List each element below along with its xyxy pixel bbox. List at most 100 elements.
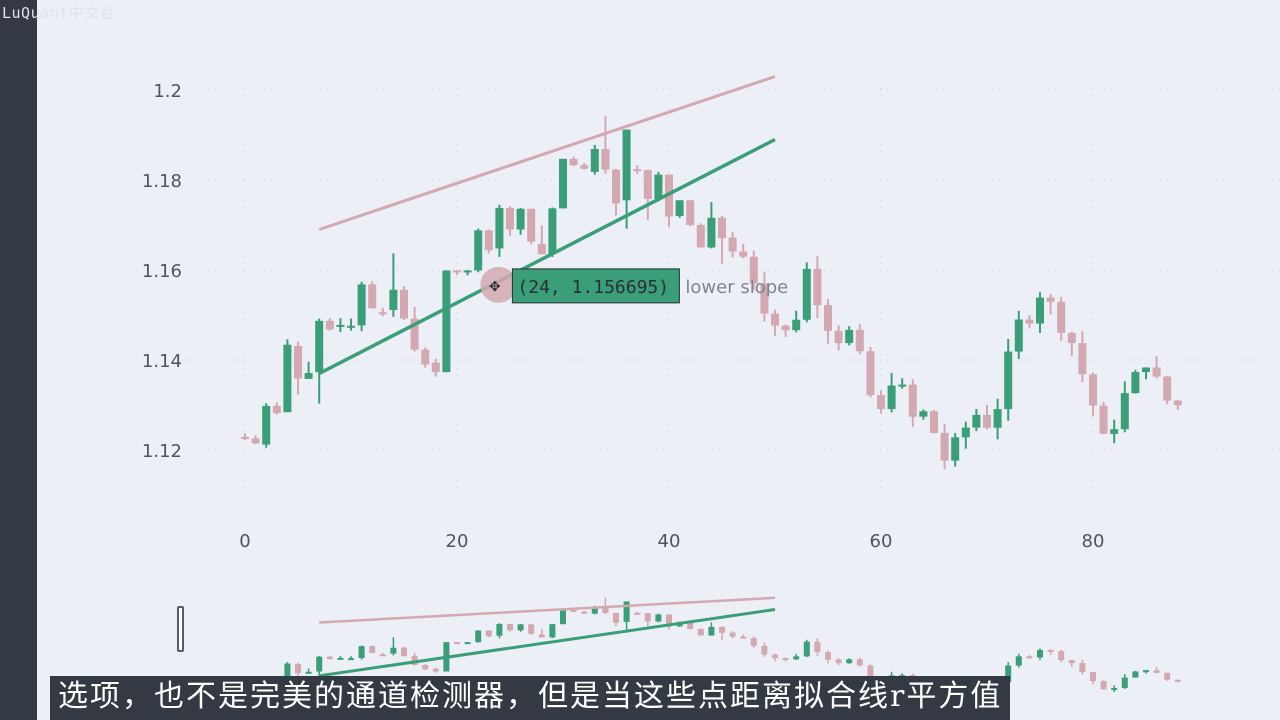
mini-candle-body xyxy=(1079,663,1086,673)
tooltip-box xyxy=(511,268,680,304)
mini-candle-body xyxy=(1047,649,1054,652)
candle-body xyxy=(272,405,281,414)
candle-body xyxy=(908,384,917,417)
candle-body xyxy=(368,284,377,309)
y-tick-label: 1.14 xyxy=(142,351,182,372)
mini-candle-body xyxy=(538,634,545,638)
mini-candle-body xyxy=(528,624,535,634)
upper-channel-line xyxy=(318,75,776,231)
mini-candle-body xyxy=(1100,681,1107,690)
candle-body xyxy=(421,349,430,365)
mini-candle-body xyxy=(867,665,874,679)
candle-body xyxy=(495,207,504,249)
candle-body xyxy=(877,395,885,410)
y-tick-label: 1.12 xyxy=(142,441,182,462)
lower-channel-line xyxy=(318,137,776,376)
mini-candle-body xyxy=(464,642,471,645)
candle-body xyxy=(601,148,610,170)
candle-body xyxy=(241,436,249,439)
candle-body xyxy=(771,313,779,326)
candle-body xyxy=(400,289,408,319)
mini-candle-body xyxy=(644,613,651,622)
mini-candle-body xyxy=(1058,651,1065,661)
candle-body xyxy=(442,270,451,373)
mini-candle-body xyxy=(708,626,715,636)
x-tick-label: 20 xyxy=(446,531,469,552)
candle-body xyxy=(622,129,631,201)
x-tick-label: 0 xyxy=(239,531,250,552)
candle-body xyxy=(474,230,483,271)
mini-candle-body xyxy=(623,601,630,622)
mini-candle-body xyxy=(1121,677,1128,688)
mini-candle-body xyxy=(782,658,789,661)
mini-candle-body xyxy=(602,607,609,614)
mini-candle-body xyxy=(740,636,747,639)
candle-body xyxy=(1131,372,1140,394)
candle-body xyxy=(834,330,843,344)
candle-body xyxy=(845,329,854,344)
candle-body xyxy=(633,169,642,172)
annotation-lower-slope: lower slope xyxy=(685,277,788,298)
candle-body xyxy=(792,319,801,331)
candle-body xyxy=(643,170,652,199)
candle-body xyxy=(506,207,514,230)
mini-lower-channel-line xyxy=(318,608,776,678)
candle-body xyxy=(961,427,970,438)
candle-body xyxy=(1099,405,1108,434)
candle-body xyxy=(1173,400,1182,406)
mini-candle-body xyxy=(496,624,503,636)
candle-body xyxy=(686,200,695,225)
y-tick-label: 1.16 xyxy=(142,261,182,282)
candle-body xyxy=(612,169,620,204)
mini-candle-body xyxy=(835,659,842,664)
candle-body xyxy=(463,270,472,273)
navigator-range-handle[interactable] xyxy=(177,606,184,652)
subtitle-caption: 选项，也不是完美的通道检测器，但是当这些点距离拟合线r平方值 xyxy=(50,676,1011,720)
mini-candle-body xyxy=(1164,672,1171,680)
mini-candle-body xyxy=(1153,670,1160,673)
candle-body xyxy=(484,230,493,251)
candle-body xyxy=(940,432,949,461)
candle-body xyxy=(749,256,758,284)
mini-upper-channel-line xyxy=(319,596,776,624)
candle-body xyxy=(378,312,387,315)
mini-candle-body xyxy=(750,638,757,646)
left-sidebar xyxy=(0,0,37,720)
candle-body xyxy=(1089,374,1097,406)
candle-body xyxy=(1163,376,1172,401)
candle-body xyxy=(781,325,790,331)
mini-candle-body xyxy=(1132,671,1139,678)
mini-candle-body xyxy=(1037,649,1043,658)
mini-candle-body xyxy=(856,659,863,666)
candlestick-chart: 1.12 1.14 1.16 1.18 1.2 0 20 40 60 80 ✥ (24, 1.15… xyxy=(142,60,1280,700)
mini-candle-body xyxy=(549,624,556,638)
chart-area: 1.12 1.14 1.16 1.18 1.2 0 20 40 60 80 ✥ (24, 1.15… xyxy=(37,0,1280,720)
mini-candle-body xyxy=(581,611,588,614)
candle-body xyxy=(898,384,907,387)
mini-candle-body xyxy=(337,657,344,660)
candle-body xyxy=(1004,351,1013,410)
candle-body xyxy=(993,409,1002,428)
candle-body xyxy=(410,318,419,350)
mini-candle-body xyxy=(560,609,566,625)
candle-body xyxy=(304,373,313,379)
candle-body xyxy=(336,324,345,327)
candle-body xyxy=(1142,367,1150,373)
mini-candle-body xyxy=(475,630,482,643)
candle-body xyxy=(972,414,981,428)
candle-body xyxy=(325,320,334,330)
mini-candle-body xyxy=(1026,656,1033,659)
candle-body xyxy=(866,351,875,396)
mini-candle-body xyxy=(1015,656,1022,666)
y-axis-tick-labels: 1.12 1.14 1.16 1.18 1.2 xyxy=(142,81,182,462)
candle-body xyxy=(548,208,557,254)
candle-body xyxy=(951,437,960,461)
tooltip-overlay: ✥ (24, 1.156695) lower slope xyxy=(480,266,788,304)
candle-body xyxy=(431,362,440,373)
candle-body xyxy=(389,289,398,311)
mini-candle-body xyxy=(655,614,662,622)
candle-body xyxy=(855,329,864,352)
mini-candle-body xyxy=(666,614,672,627)
candle-body xyxy=(696,225,705,248)
watermark-text: LuQuant中文台 xyxy=(2,4,116,22)
